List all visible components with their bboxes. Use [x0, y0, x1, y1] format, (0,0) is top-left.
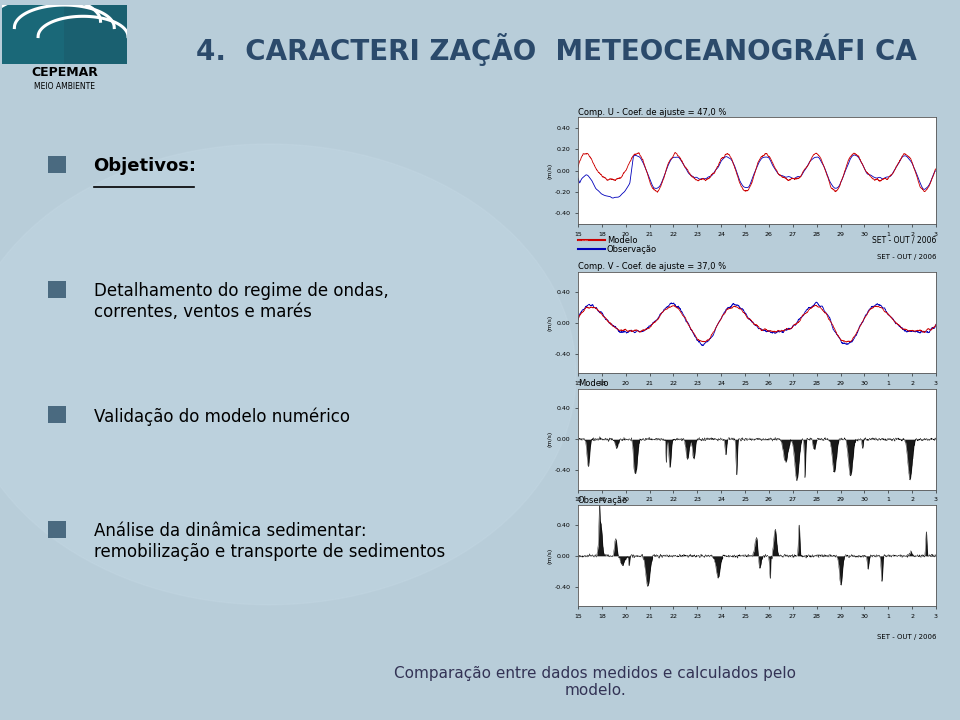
- Text: Comp. U - Coef. de ajuste = 47,0 %: Comp. U - Coef. de ajuste = 47,0 %: [578, 107, 727, 117]
- Text: Objetivos:: Objetivos:: [94, 157, 197, 175]
- Text: MEIO AMBIENTE: MEIO AMBIENTE: [34, 81, 95, 91]
- Text: Observação: Observação: [578, 495, 628, 505]
- Text: Modelo: Modelo: [607, 236, 637, 245]
- Text: ——  #cc0000: —— #cc0000: [578, 240, 588, 241]
- Text: SET - OUT / 2006: SET - OUT / 2006: [876, 518, 936, 524]
- Text: SET - OUT / 2006: SET - OUT / 2006: [876, 634, 936, 641]
- Text: SET - OUT / 2006: SET - OUT / 2006: [872, 236, 936, 245]
- Text: CEPEMAR: CEPEMAR: [31, 66, 98, 79]
- Text: SET - OUT / 2006: SET - OUT / 2006: [876, 253, 936, 260]
- Bar: [2, 5, 127, 63]
- Bar: [2, 5, 64, 63]
- Text: Comparação entre dados medidos e calculados pelo
modelo.: Comparação entre dados medidos e calcula…: [395, 666, 796, 698]
- Y-axis label: (m/s): (m/s): [548, 431, 553, 447]
- Text: Detalhamento do regime de ondas,
correntes, ventos e marés: Detalhamento do regime de ondas, corrent…: [94, 282, 389, 321]
- Circle shape: [0, 144, 576, 605]
- Y-axis label: (m/s): (m/s): [548, 315, 553, 330]
- Bar: [48, 156, 66, 173]
- Text: Modelo: Modelo: [578, 379, 609, 388]
- Text: Observação: Observação: [607, 245, 657, 253]
- Text: 4.  CARACTERI ZAÇÃO  METEOCEANOGRÁFI CA: 4. CARACTERI ZAÇÃO METEOCEANOGRÁFI CA: [197, 33, 917, 66]
- Text: Validação do modelo numérico: Validação do modelo numérico: [94, 407, 349, 426]
- Bar: [48, 406, 66, 423]
- Y-axis label: (m/s): (m/s): [548, 163, 553, 179]
- Text: SET - OUT / 2006: SET - OUT / 2006: [876, 401, 936, 408]
- Bar: [48, 521, 66, 539]
- Text: Análise da dinâmica sedimentar:
remobilização e transporte de sedimentos: Análise da dinâmica sedimentar: remobili…: [94, 522, 444, 561]
- Bar: [48, 281, 66, 298]
- Text: Comp. V - Coef. de ajuste = 37,0 %: Comp. V - Coef. de ajuste = 37,0 %: [578, 262, 726, 271]
- Y-axis label: (m/s): (m/s): [548, 548, 553, 564]
